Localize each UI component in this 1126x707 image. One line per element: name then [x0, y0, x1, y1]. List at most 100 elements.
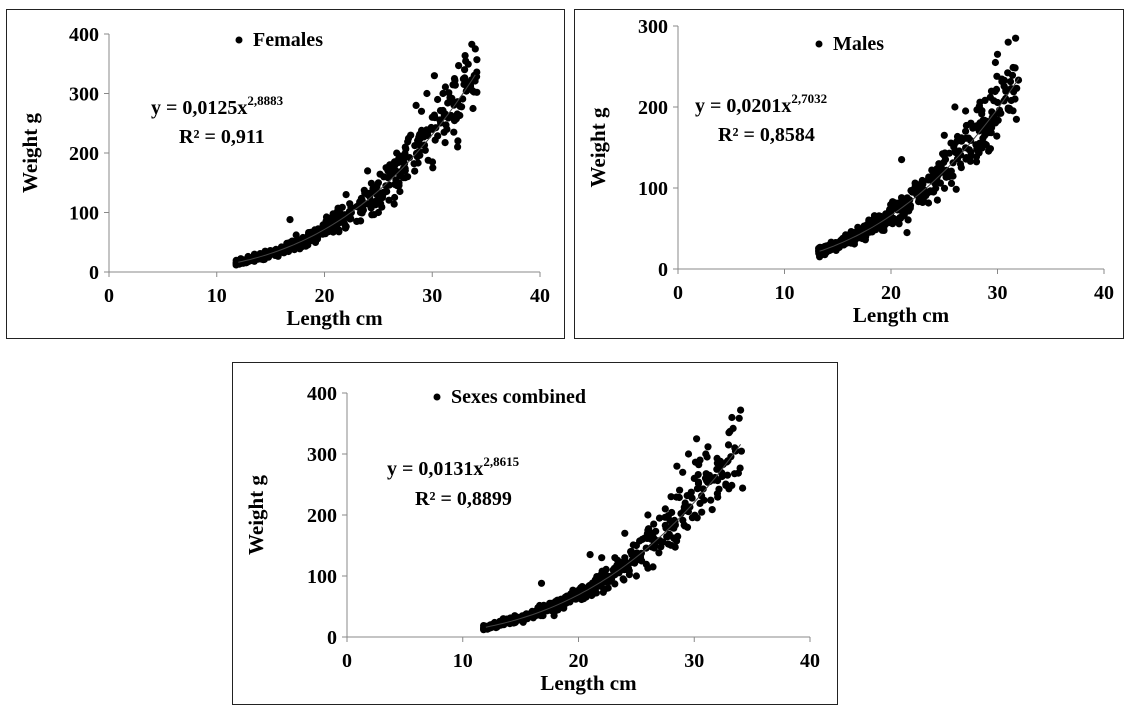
scatter-point	[320, 223, 329, 231]
legend-marker	[815, 40, 823, 48]
scatter-point	[708, 506, 716, 514]
scatter-point	[580, 584, 588, 592]
scatter-point	[998, 75, 1006, 83]
fit-curve	[819, 78, 1020, 252]
scatter-point	[464, 60, 472, 68]
scatter-point	[577, 595, 586, 604]
scatter-point	[981, 96, 989, 104]
fit-curve	[485, 444, 742, 628]
scatter-point	[943, 170, 951, 178]
chart-panel-sexes-combined: 0 100 200 300 400 0 10 20 30 40 Length cm Weight g S…	[232, 362, 838, 705]
scatter-point	[450, 117, 459, 125]
scatter-point	[603, 572, 611, 580]
scatter-point	[638, 535, 646, 543]
scatter-point	[331, 217, 339, 225]
scatter-point	[342, 191, 350, 199]
scatter-point	[367, 179, 375, 187]
scatter-point	[644, 511, 652, 519]
y-tick-label: 300	[638, 16, 668, 38]
scatter-point	[441, 83, 449, 91]
fit-equation-exponent: 2,8615	[483, 454, 519, 469]
scatter-point	[397, 168, 405, 176]
scatter-point	[399, 174, 407, 182]
scatter-point	[574, 587, 583, 595]
scatter-point	[987, 87, 996, 95]
scatter-point	[471, 45, 479, 53]
scatter-point	[456, 111, 464, 120]
scatter-point	[735, 414, 743, 422]
scatter-point	[707, 496, 715, 504]
scatter-point	[693, 435, 701, 443]
scatter-point	[584, 589, 592, 597]
scatter-point	[380, 173, 388, 181]
y-tick-label: 200	[307, 505, 337, 527]
scatter-point	[986, 145, 994, 153]
scatter-point	[358, 197, 366, 205]
scatter-point	[661, 505, 669, 513]
scatter-point	[436, 107, 445, 115]
scatter-point	[683, 492, 691, 500]
scatter-point	[670, 524, 678, 532]
scatter-point	[450, 128, 458, 136]
scatter-point	[1010, 88, 1018, 96]
scatter-point	[459, 75, 467, 83]
fit-equation-exponent: 2,7032	[791, 91, 827, 106]
scatter-point	[953, 132, 962, 141]
scatter-point	[889, 214, 898, 222]
y-axis-title: Weight g	[244, 475, 268, 555]
scatter-point	[713, 459, 721, 467]
scatter-point	[871, 216, 879, 224]
scatter-point	[882, 210, 890, 218]
scatter-point	[563, 592, 571, 600]
scatter-point	[609, 566, 617, 574]
scatter-point	[940, 184, 949, 192]
scatter-point	[972, 158, 981, 166]
y-tick-label: 100	[307, 566, 337, 588]
y-tick-label: 300	[69, 84, 99, 106]
scatter-point	[887, 207, 895, 215]
scatter-point	[378, 203, 386, 211]
scatter-point	[905, 207, 913, 215]
scatter-point	[411, 167, 419, 175]
x-tick-label: 0	[673, 282, 683, 304]
scatter-point	[586, 551, 594, 559]
scatter-point	[589, 590, 597, 598]
scatter-point	[511, 612, 519, 620]
scatter-point	[737, 447, 745, 455]
scatter-point	[655, 514, 664, 522]
scatter-point	[694, 480, 703, 488]
scatter-point	[621, 554, 629, 562]
scatter-point	[951, 148, 959, 156]
scatter-point	[698, 492, 706, 500]
scatter-point	[396, 187, 404, 196]
scatter-point	[828, 241, 836, 249]
scatter-point	[993, 132, 1001, 140]
scatter-point	[261, 247, 269, 255]
legend-label: Sexes combined	[451, 386, 586, 408]
scatter-point	[906, 201, 915, 210]
scatter-point	[704, 443, 712, 451]
scatter-point	[974, 148, 982, 156]
scatter-point	[417, 107, 426, 115]
scatter-point	[459, 95, 467, 103]
scatter-point	[369, 185, 377, 193]
scatter-point	[364, 191, 372, 199]
fit-equation: y = 0,0125x2,8883	[151, 93, 284, 119]
scatter-point	[569, 589, 577, 597]
scatter-point	[430, 72, 438, 80]
fit-equation-base: y = 0,0201x	[695, 95, 791, 117]
scatter-point	[440, 128, 448, 136]
scatter-point	[690, 474, 698, 482]
x-tick-label: 40	[530, 285, 550, 307]
scatter-point	[385, 196, 393, 204]
scatter-point	[644, 526, 652, 534]
scatter-point	[861, 232, 869, 240]
scatter-point	[1011, 95, 1019, 103]
scatter-point	[627, 558, 635, 567]
chart-panel-males: 0 100 200 300 0 10 20 30 40 Length cm Weight g Male…	[574, 9, 1124, 339]
scatter-point	[993, 98, 1002, 107]
scatter-point	[423, 89, 431, 98]
scatter-point	[347, 203, 355, 211]
scatter-point	[1006, 78, 1015, 86]
x-tick-label: 40	[1094, 282, 1114, 304]
